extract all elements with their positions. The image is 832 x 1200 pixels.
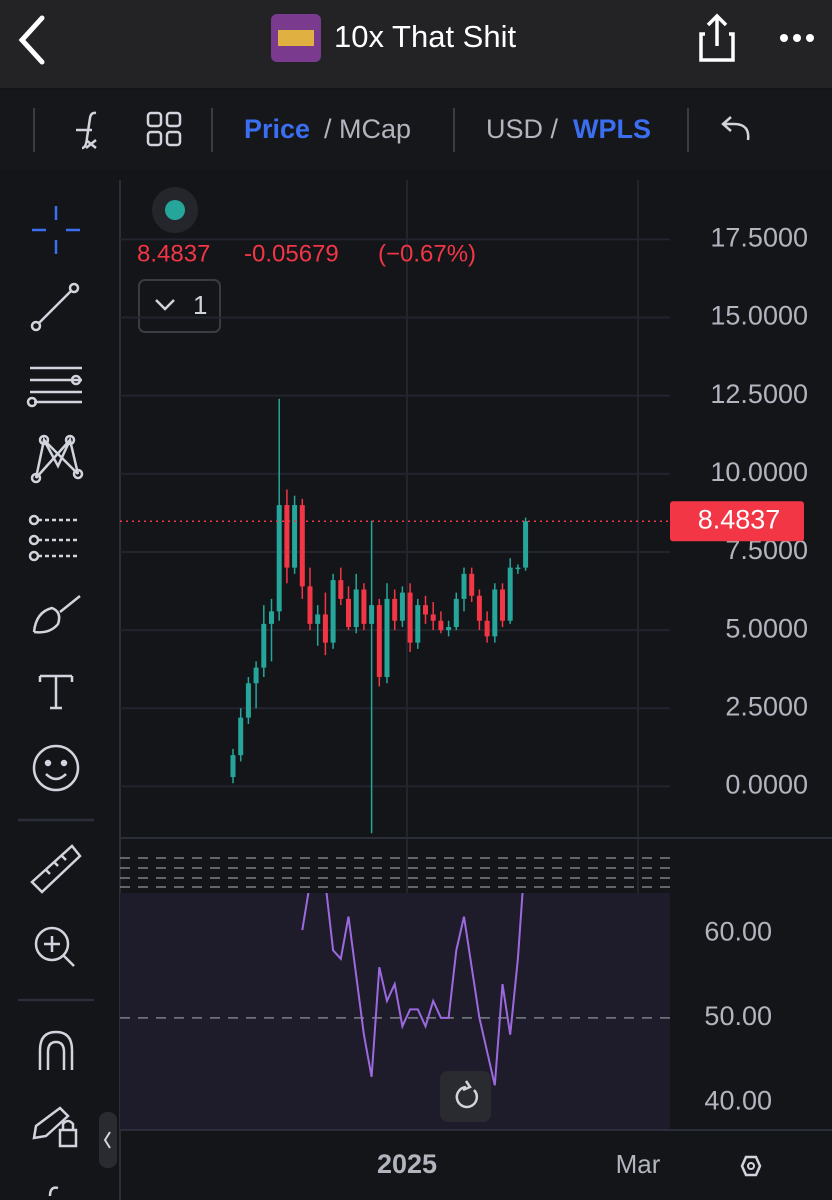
y-tick-label: 2.5000 [725,691,808,721]
candle-body [346,598,351,628]
candle-body [230,755,236,778]
candle-body [284,505,290,568]
text-tool[interactable] [38,674,74,710]
candle-body [353,589,359,628]
candle-body [469,573,475,596]
x-tick-label: Mar [616,1149,661,1179]
candle-body [423,605,428,615]
candle-body [392,598,398,621]
indicator-toggle[interactable] [138,279,221,333]
fib-tool[interactable] [26,366,82,408]
candle-body [238,717,244,756]
indicators-button[interactable] [76,111,97,150]
candle-body [476,595,482,621]
candle-body [461,573,467,599]
candle-body [253,667,259,684]
candle-body [430,614,436,621]
rsi-line [301,893,524,1086]
candle-body [361,589,367,624]
collapse-arrow [103,1131,111,1149]
candle-body [292,505,298,568]
candle-body [376,605,382,678]
y-tick-label: 5.0000 [725,613,808,643]
candle-body [369,605,375,624]
reset-button[interactable] [440,1071,491,1122]
candle-body [315,614,321,624]
mcap-toggle[interactable]: / MCap [324,114,411,144]
candle-body [415,605,421,643]
candle-body [507,567,513,621]
candle-body [269,611,274,624]
candle-body [492,589,498,637]
brush-tool[interactable] [32,595,81,634]
candle-body [245,683,251,718]
candle-body [407,592,413,643]
lock-tool[interactable] [32,1106,78,1148]
pattern-tool[interactable] [30,434,84,484]
rsi-tick-label: 60.00 [704,917,772,947]
y-tick-label: 12.5000 [710,379,808,409]
last-price-label: 8.4837 [698,504,781,534]
legend-change-percent: (−0.67%) [378,240,476,267]
magnet-tool[interactable] [38,1030,74,1070]
candle-body [330,580,336,643]
candle-body [500,589,505,621]
emoji-tool[interactable] [32,744,80,792]
more-tools[interactable] [48,1186,59,1197]
status-dot [165,200,185,220]
y-tick-label: 0.0000 [725,770,808,800]
usd-toggle[interactable]: USD / [486,114,559,144]
sidebar-collapse[interactable] [99,1112,117,1168]
y-tick-label: 15.0000 [710,301,808,331]
candle-body [399,592,405,621]
ruler-tool[interactable] [30,844,82,894]
candle-body [338,580,344,599]
chevron [155,299,175,311]
toolbar [0,90,832,170]
last-price-box [670,501,804,542]
token-icon-band [278,30,314,46]
undo-button[interactable] [721,116,750,141]
legend-close: 8.4837 [137,240,210,267]
share-button[interactable] [699,13,735,62]
rsi-band [120,893,670,1130]
rsi-tick-label: 50.00 [704,1001,772,1031]
y-tick-label: 10.0000 [710,457,808,487]
x-tick-label: 2025 [377,1149,437,1179]
candle-body [384,598,390,678]
candle-body [453,598,459,628]
rsi-tick-label: 40.00 [704,1085,772,1115]
trend-line-tool[interactable] [30,282,80,332]
layout-button[interactable] [146,111,182,147]
zoom-tool[interactable] [34,926,75,967]
reset-icon [455,1080,479,1109]
more-button[interactable] [780,34,814,42]
candle-body [307,586,313,624]
crosshair-tool[interactable] [32,206,80,254]
price-toggle[interactable]: Price [244,114,310,144]
rsi-compressed [120,857,670,888]
candle-body [261,623,267,668]
candle-body [322,614,328,643]
candle-body [515,567,521,570]
candle-body [446,627,452,631]
legend-change: -0.05679 [244,240,339,267]
indicator-count: 1 [193,290,207,320]
back-button[interactable] [18,15,45,65]
projection-tool[interactable] [28,514,80,562]
candle-body [484,620,490,637]
y-tick-label: 17.5000 [710,223,808,253]
candle-body [299,505,305,587]
settings-dot [747,1162,755,1170]
candle-body [276,505,282,612]
header-bar [0,0,832,88]
candle-body [438,620,444,631]
wpls-toggle[interactable]: WPLS [573,114,651,144]
candle-body [523,521,529,568]
settings-button[interactable] [740,1155,762,1177]
header-title: 10x That Shit [334,19,516,54]
